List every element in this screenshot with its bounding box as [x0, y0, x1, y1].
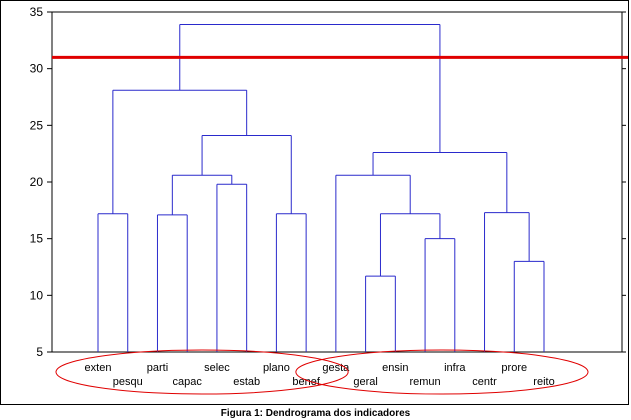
- leaf-label: parti: [147, 362, 168, 374]
- leaf-label: remun: [409, 376, 440, 388]
- leaf-label: prore: [501, 362, 527, 374]
- figure-caption: Figura 1: Dendrograma dos indicadores: [220, 408, 411, 419]
- leaf-label: infra: [444, 362, 466, 374]
- leaf-label: centr: [472, 376, 497, 388]
- y-tick-label: 30: [30, 62, 44, 76]
- leaf-label: capac: [173, 376, 203, 388]
- leaf-label: reito: [533, 376, 554, 388]
- leaf-label: pesqu: [113, 376, 143, 388]
- leaf-label: gesta: [322, 362, 350, 374]
- y-tick-label: 10: [30, 288, 44, 302]
- leaf-label: geral: [353, 376, 377, 388]
- chart-frame: [0, 0, 629, 405]
- y-tick-label: 25: [30, 118, 44, 132]
- leaf-label: plano: [263, 362, 290, 374]
- leaf-label: estab: [233, 376, 260, 388]
- leaf-label: benef: [292, 376, 320, 388]
- cluster-group-ellipse: [295, 349, 589, 395]
- cluster-group-ellipse: [55, 349, 349, 395]
- y-tick-label: 20: [30, 175, 44, 189]
- plot-area-border: [51, 11, 623, 353]
- leaf-label: exten: [85, 362, 112, 374]
- y-tick-label: 15: [30, 232, 44, 246]
- leaf-label: ensin: [382, 362, 408, 374]
- y-tick-label: 35: [30, 5, 44, 19]
- y-tick-label: 5: [36, 345, 43, 359]
- leaf-label: selec: [204, 362, 230, 374]
